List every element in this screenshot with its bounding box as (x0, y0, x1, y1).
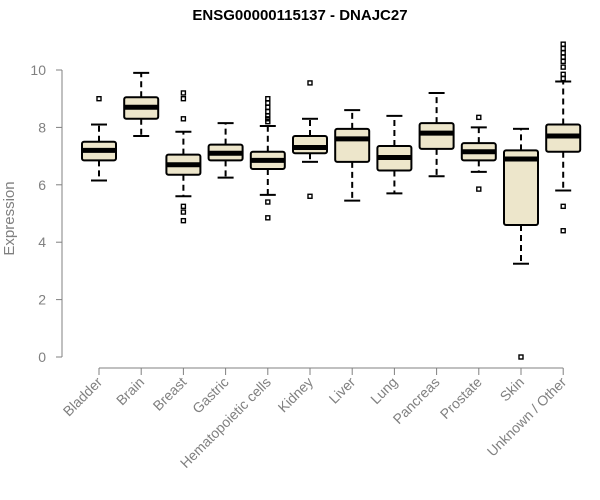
y-tick-label: 10 (30, 62, 46, 78)
outlier-point (476, 114, 482, 121)
y-tick-label: 0 (38, 349, 46, 365)
y-axis-title: Expression (1, 181, 18, 255)
box-prostate (460, 114, 497, 192)
outlier-point (96, 95, 102, 102)
y-tick-label: 4 (38, 234, 46, 250)
outlier-point (180, 90, 187, 96)
y-tick-label: 8 (38, 119, 46, 135)
outlier-point (560, 58, 566, 65)
x-tick-label: Liver (326, 374, 359, 407)
x-tick-label: Bladder (60, 374, 106, 420)
outlier-point (180, 95, 187, 102)
box-kidney (292, 80, 328, 199)
box-liver (334, 109, 371, 202)
outlier-point (180, 116, 187, 122)
outlier-point (560, 54, 566, 60)
outlier-point (265, 215, 271, 221)
x-tick-label: Lung (367, 374, 400, 407)
outlier-point (560, 41, 566, 47)
x-tick-label: Pancreas (390, 374, 443, 427)
outlier-point (518, 354, 524, 360)
outlier-point (560, 203, 566, 210)
box-gastric (207, 122, 244, 179)
box-brain (123, 71, 160, 138)
box-bladder (81, 95, 117, 182)
outlier-point (560, 75, 566, 82)
x-tick-label: Breast (150, 374, 190, 414)
box-body (334, 127, 371, 163)
outlier-point (265, 104, 271, 111)
outlier-point (265, 95, 271, 102)
box-body (292, 135, 328, 155)
y-tick-label: 6 (38, 177, 46, 193)
outlier-point (476, 186, 482, 192)
box-breast (165, 90, 202, 224)
outlier-point (265, 199, 271, 205)
x-tick-label: Brain (113, 374, 147, 408)
outlier-point (265, 100, 271, 106)
x-tick-label: Prostate (437, 374, 485, 422)
outlier-point (560, 228, 566, 234)
box-hematopoietic-cells (249, 95, 286, 221)
outlier-point (180, 217, 187, 224)
outlier-point (265, 113, 271, 119)
outlier-point (180, 203, 187, 210)
outlier-point (307, 80, 313, 86)
x-tick-label: Kidney (275, 374, 317, 416)
y-tick-label: 2 (38, 292, 46, 308)
outlier-point (560, 71, 566, 78)
outlier-point (560, 50, 566, 56)
x-tick-label: Unknown / Other (484, 374, 570, 460)
box-body (503, 149, 539, 226)
outlier-point (307, 193, 313, 199)
box-lung (376, 114, 413, 195)
outlier-point (560, 45, 566, 52)
box-body (418, 122, 455, 150)
outlier-point (560, 64, 566, 70)
outlier-point (265, 116, 271, 122)
box-skin (503, 127, 539, 360)
outlier-point (265, 118, 271, 125)
box-pancreas (418, 91, 455, 178)
x-tick-label: Skin (497, 374, 528, 405)
outlier-point (180, 209, 187, 215)
chart-title: ENSG00000115137 - DNAJC27 (192, 7, 408, 24)
outlier-point (265, 108, 271, 115)
box-unknown-other (545, 41, 582, 234)
